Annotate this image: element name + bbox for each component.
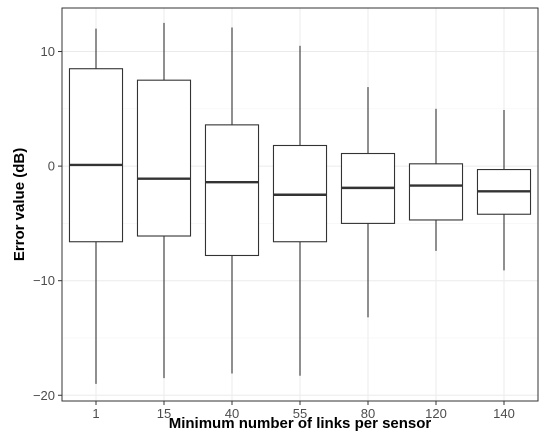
box-120 [408, 108, 464, 251]
x-tick-label: 120 [425, 406, 447, 421]
box-55 [272, 45, 328, 376]
x-axis-title: Minimum number of links per sensor [169, 415, 432, 432]
box-80 [340, 87, 396, 318]
y-tick-label: 10 [41, 44, 55, 59]
x-tick-label: 15 [157, 406, 171, 421]
x-tick-label: 55 [293, 406, 307, 421]
box-iqr [204, 124, 260, 257]
boxes-layer [68, 22, 532, 384]
box-iqr [136, 79, 192, 237]
box-1 [68, 28, 124, 384]
x-tick-label: 40 [225, 406, 239, 421]
y-axis-title: Error value (dB) [11, 148, 28, 261]
y-tick-label: −10 [33, 273, 55, 288]
y-tick-label: 0 [48, 159, 55, 174]
y-tick-label: −20 [33, 388, 55, 403]
box-iqr [68, 68, 124, 243]
box-iqr [408, 163, 464, 221]
box-140 [476, 109, 532, 271]
box-15 [136, 22, 192, 379]
x-tick-label: 80 [361, 406, 375, 421]
y-axis: 10 0 −10 −20 [33, 44, 62, 403]
x-tick-label: 140 [493, 406, 515, 421]
x-axis: 1 15 40 55 80 120 140 [92, 401, 515, 421]
box-40 [204, 27, 260, 374]
x-tick-label: 1 [92, 406, 99, 421]
